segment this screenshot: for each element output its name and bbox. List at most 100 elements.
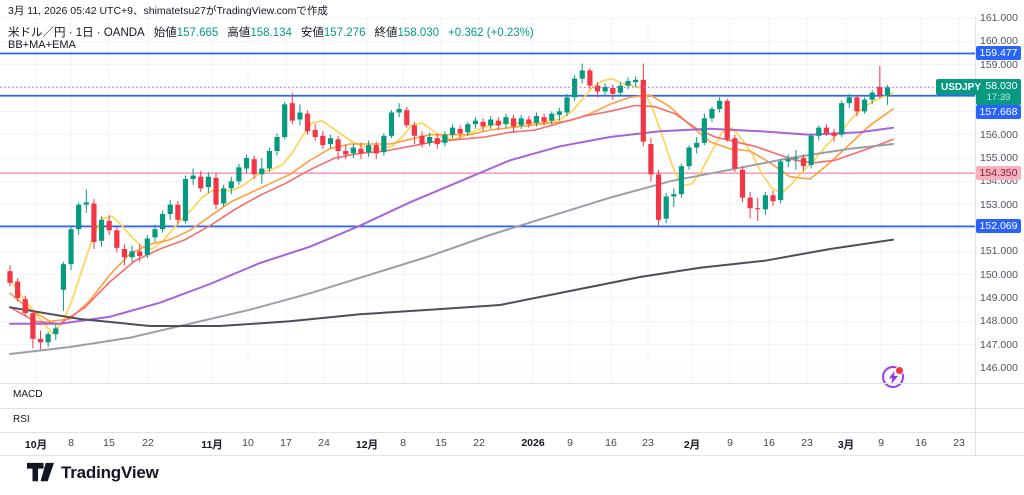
candle-body[interactable] [732, 138, 738, 169]
candle-body[interactable] [297, 112, 303, 120]
candle-body[interactable] [869, 92, 875, 100]
candle-body[interactable] [434, 138, 440, 144]
candle-body[interactable] [68, 229, 74, 265]
candle-body[interactable] [7, 271, 13, 283]
candle-body[interactable] [388, 112, 395, 136]
candle-body[interactable] [381, 135, 387, 153]
candle-body[interactable] [556, 111, 562, 115]
candle-body[interactable] [785, 159, 791, 162]
candle-body[interactable] [22, 299, 28, 314]
candle-body[interactable] [617, 85, 623, 93]
candle-body[interactable] [823, 127, 830, 134]
candle-body[interactable] [251, 159, 257, 175]
candle-body[interactable] [610, 87, 616, 94]
candle-body[interactable] [373, 145, 379, 154]
candle-body[interactable] [526, 119, 532, 125]
candle-body[interactable] [861, 99, 868, 112]
candle-body[interactable] [831, 132, 837, 136]
candle-body[interactable] [53, 328, 59, 335]
candle-body[interactable] [396, 108, 402, 113]
ema-fast-line[interactable] [9, 77, 894, 334]
candle-body[interactable] [289, 103, 295, 121]
candle-body[interactable] [343, 150, 349, 155]
candle-body[interactable] [205, 176, 211, 188]
candle-body[interactable] [282, 104, 288, 137]
candle-body[interactable] [144, 238, 150, 255]
candle-body[interactable] [762, 195, 768, 210]
candle-body[interactable] [190, 175, 196, 179]
candle-body[interactable] [495, 120, 501, 126]
candle-body[interactable] [671, 194, 677, 197]
candle-body[interactable] [160, 213, 166, 230]
candle-body[interactable] [884, 87, 891, 96]
ma-slow-dark-line[interactable] [9, 238, 894, 327]
candle-body[interactable] [266, 150, 273, 169]
symbol-title[interactable]: 米ドル／円 · 1日 · OANDA [8, 27, 145, 39]
candle-body[interactable] [465, 124, 471, 133]
candle-body[interactable] [320, 135, 326, 146]
candle-body[interactable] [419, 135, 425, 144]
candle-body[interactable] [30, 313, 36, 339]
candle-body[interactable] [709, 108, 715, 119]
candle-body[interactable] [503, 117, 509, 125]
candle-body[interactable] [411, 125, 417, 136]
candle-body[interactable] [213, 177, 219, 205]
candle-body[interactable] [793, 157, 799, 160]
candle-body[interactable] [175, 204, 181, 220]
candle-body[interactable] [770, 195, 776, 202]
candle-body[interactable] [106, 220, 112, 231]
candle-body[interactable] [686, 147, 692, 167]
candle-body[interactable] [404, 110, 410, 126]
candle-body[interactable] [137, 251, 143, 256]
candle-body[interactable] [678, 166, 685, 195]
candle-body[interactable] [816, 127, 822, 136]
candle-body[interactable] [510, 118, 517, 127]
candle-body[interactable] [846, 97, 852, 104]
candle-body[interactable] [37, 338, 44, 343]
pane-divider-rsi[interactable] [0, 408, 1024, 409]
candle-body[interactable] [739, 169, 746, 198]
candle-body[interactable] [152, 229, 158, 238]
candle-body[interactable] [182, 178, 189, 221]
candle-body[interactable] [854, 97, 860, 112]
candle-body[interactable] [716, 100, 723, 109]
candle-body[interactable] [83, 202, 89, 205]
candle-body[interactable] [800, 157, 807, 167]
candle-body[interactable] [488, 119, 494, 126]
candle-body[interactable] [778, 161, 784, 200]
candle-body[interactable] [45, 334, 51, 343]
candle-body[interactable] [640, 79, 646, 142]
candle-body[interactable] [602, 86, 608, 92]
candle-body[interactable] [236, 167, 242, 182]
candle-body[interactable] [427, 136, 433, 143]
candle-body[interactable] [121, 248, 128, 258]
candle-body[interactable] [663, 196, 669, 219]
candle-body[interactable] [243, 157, 250, 169]
candle-body[interactable] [549, 113, 555, 121]
candle-body[interactable] [366, 145, 372, 153]
candle-body[interactable] [358, 148, 364, 154]
candle-body[interactable] [350, 147, 356, 154]
candle-body[interactable] [228, 181, 234, 189]
candle-body[interactable] [15, 281, 21, 298]
candle-body[interactable] [808, 135, 814, 165]
candle-body[interactable] [533, 115, 540, 123]
candle-body[interactable] [274, 136, 280, 151]
candle-body[interactable] [259, 168, 265, 175]
candle-body[interactable] [594, 85, 601, 92]
candle-body[interactable] [198, 176, 204, 189]
pane-divider-macd[interactable] [0, 383, 1024, 384]
candle-body[interactable] [724, 100, 730, 140]
candle-body[interactable] [579, 70, 585, 79]
candle-body[interactable] [625, 80, 631, 86]
candle-body[interactable] [221, 188, 227, 204]
candle-body[interactable] [327, 138, 334, 144]
candle-body[interactable] [655, 174, 662, 220]
candle-body[interactable] [98, 219, 105, 241]
ma-30-line[interactable] [9, 104, 894, 325]
candle-body[interactable] [304, 113, 311, 132]
candle-body[interactable] [564, 97, 570, 113]
candle-body[interactable] [335, 139, 341, 151]
candle-body[interactable] [167, 204, 173, 214]
candle-body[interactable] [839, 103, 845, 135]
